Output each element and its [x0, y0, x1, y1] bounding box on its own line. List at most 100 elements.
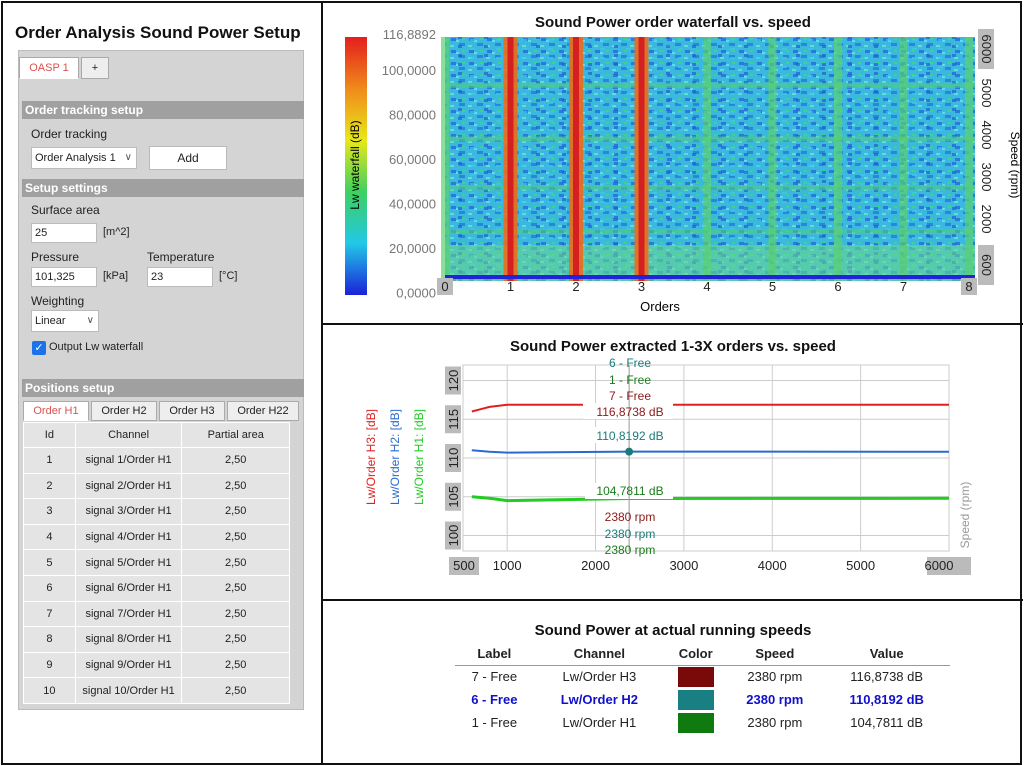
position-area: 2,50 — [182, 550, 290, 576]
table-row[interactable]: 1 signal 1/Order H1 2,50 — [24, 448, 290, 474]
waterfall-y-tick: 600 — [979, 254, 994, 276]
waterfall-x-label: Orders — [640, 299, 680, 314]
waterfall-y-label: Speed (rpm) — [1008, 132, 1022, 199]
colorbar-tick: 40,0000 — [389, 197, 436, 212]
table-row[interactable]: 8 signal 8/Order H1 2,50 — [24, 627, 290, 653]
col-speed: Speed — [726, 643, 823, 665]
row-value: 116,8738 dB — [823, 665, 950, 688]
positions-section: Positions setup — [22, 379, 304, 397]
header-partial-area: Partial area — [182, 423, 290, 448]
row-speed: 2380 rpm — [726, 711, 823, 734]
extracted-x-tick: 6000 — [925, 558, 954, 573]
table-row[interactable]: 1 - Free Lw/Order H1 2380 rpm 104,7811 d… — [455, 711, 950, 734]
weighting-select[interactable]: Linear ∨ — [31, 310, 99, 332]
tab-order-h2[interactable]: Order H2 — [91, 401, 157, 421]
order-tracking-select[interactable]: Order Analysis 1 ∨ — [31, 147, 137, 169]
waterfall-x-tick: 3 — [638, 279, 645, 294]
row-label: 7 - Free — [455, 665, 534, 688]
colorbar-tick: 20,0000 — [389, 241, 436, 256]
table-row[interactable]: 10 signal 10/Order H1 2,50 — [24, 678, 290, 704]
waterfall-x-tick: 4 — [703, 279, 710, 294]
tab-order-h3[interactable]: Order H3 — [159, 401, 225, 421]
tab-order-h22[interactable]: Order H22 — [227, 401, 299, 421]
position-area: 2,50 — [182, 652, 290, 678]
tab-order-h1[interactable]: Order H1 — [23, 401, 89, 421]
row-channel: Lw/Order H3 — [534, 665, 665, 688]
position-channel: signal 2/Order H1 — [75, 473, 182, 499]
setup-box: OASP 1 + Order tracking setup Order trac… — [18, 50, 304, 710]
pressure-unit: [kPa] — [103, 270, 128, 282]
waterfall-chart: 116,8892100,000080,000060,000040,000020,… — [323, 25, 1023, 323]
order-column — [769, 37, 777, 281]
extracted-y-tick: 115 — [446, 409, 461, 430]
waterfall-x-tick: 7 — [900, 279, 907, 294]
row-channel: Lw/Order H1 — [534, 711, 665, 734]
setup-settings-section: Setup settings — [22, 179, 304, 197]
surface-area-label: Surface area — [31, 203, 100, 217]
surface-area-input[interactable]: 25 — [31, 223, 97, 243]
position-id: 9 — [24, 652, 76, 678]
colorbar-tick: 0,0000 — [396, 286, 436, 301]
waterfall-x-tick: 8 — [965, 279, 972, 294]
table-row[interactable]: 9 signal 9/Order H1 2,50 — [24, 652, 290, 678]
waterfall-y-tick: 6000 — [979, 35, 994, 64]
chevron-down-icon: ∨ — [125, 148, 132, 168]
table-row[interactable]: 6 signal 6/Order H1 2,50 — [24, 575, 290, 601]
waterfall-x-tick: 2 — [572, 279, 579, 294]
position-id: 7 — [24, 601, 76, 627]
position-channel: signal 1/Order H1 — [75, 448, 182, 474]
position-area: 2,50 — [182, 575, 290, 601]
extracted-y-tick: 110 — [446, 448, 461, 469]
cursor-marker[interactable] — [625, 448, 633, 456]
row-label: 1 - Free — [455, 711, 534, 734]
order-tracking-label: Order tracking — [31, 127, 107, 141]
waterfall-y-tick: 3000 — [979, 163, 994, 192]
row-value: 104,7811 dB — [823, 711, 950, 734]
position-area: 2,50 — [182, 524, 290, 550]
extracted-x-ticks: 500 1000 2000 3000 4000 5000 6000 — [449, 557, 971, 575]
waterfall-y-tick: 5000 — [979, 79, 994, 108]
waterfall-x-tick: 6 — [834, 279, 841, 294]
waterfall-x-tick: 1 — [507, 279, 514, 294]
colorbar-tick: 80,0000 — [389, 108, 436, 123]
output-waterfall-checkbox[interactable]: ✓ — [32, 341, 46, 355]
order-column-core — [639, 37, 645, 281]
position-id: 8 — [24, 627, 76, 653]
y-label-h1: Lw/Order H1: [dB] — [412, 409, 426, 505]
position-area: 2,50 — [182, 678, 290, 704]
position-channel: signal 4/Order H1 — [75, 524, 182, 550]
order-column-core — [508, 37, 514, 281]
col-label: Label — [455, 643, 534, 665]
table-row[interactable]: 5 signal 5/Order H1 2,50 — [24, 550, 290, 576]
y-label-h3: Lw/Order H3: [dB] — [364, 409, 378, 505]
colorbar-tick: 116,8892 — [383, 27, 436, 42]
table-row[interactable]: 4 signal 4/Order H1 2,50 — [24, 524, 290, 550]
extracted-title: Sound Power extracted 1-3X orders vs. sp… — [323, 338, 1023, 355]
table-row-selected[interactable]: 6 - Free Lw/Order H2 2380 rpm 110,8192 d… — [455, 688, 950, 711]
header-id: Id — [24, 423, 76, 448]
cursor-rpm-h1: 2380 rpm — [605, 543, 656, 557]
table-row[interactable]: 7 - Free Lw/Order H3 2380 rpm 116,8738 d… — [455, 665, 950, 688]
tab-oasp1[interactable]: OASP 1 — [19, 57, 79, 79]
position-channel: signal 6/Order H1 — [75, 575, 182, 601]
row-color — [665, 688, 726, 711]
extracted-y-tick: 120 — [446, 370, 461, 392]
pressure-input[interactable]: 101,325 — [31, 267, 97, 287]
row-label: 6 - Free — [455, 688, 534, 711]
table-row[interactable]: 7 signal 7/Order H1 2,50 — [24, 601, 290, 627]
running-table: Label Channel Color Speed Value 7 - Free… — [455, 643, 950, 734]
position-area: 2,50 — [182, 627, 290, 653]
temperature-label: Temperature — [147, 250, 214, 264]
extracted-y-tick: 105 — [446, 486, 461, 508]
output-waterfall-label: Output Lw waterfall — [49, 341, 143, 353]
table-row[interactable]: 3 signal 3/Order H1 2,50 — [24, 499, 290, 525]
add-button[interactable]: Add — [149, 146, 227, 170]
divider-1 — [323, 323, 1023, 325]
waterfall-y-ticks: 6000 5000 4000 3000 2000 600 — [978, 29, 994, 285]
tab-add[interactable]: + — [81, 57, 109, 79]
row-value: 110,8192 dB — [823, 688, 950, 711]
temperature-input[interactable]: 23 — [147, 267, 213, 287]
table-row[interactable]: 2 signal 2/Order H1 2,50 — [24, 473, 290, 499]
extracted-y-ticks: 120 115 110 105 100 — [445, 367, 461, 550]
extracted-x-tick: 2000 — [581, 558, 610, 573]
